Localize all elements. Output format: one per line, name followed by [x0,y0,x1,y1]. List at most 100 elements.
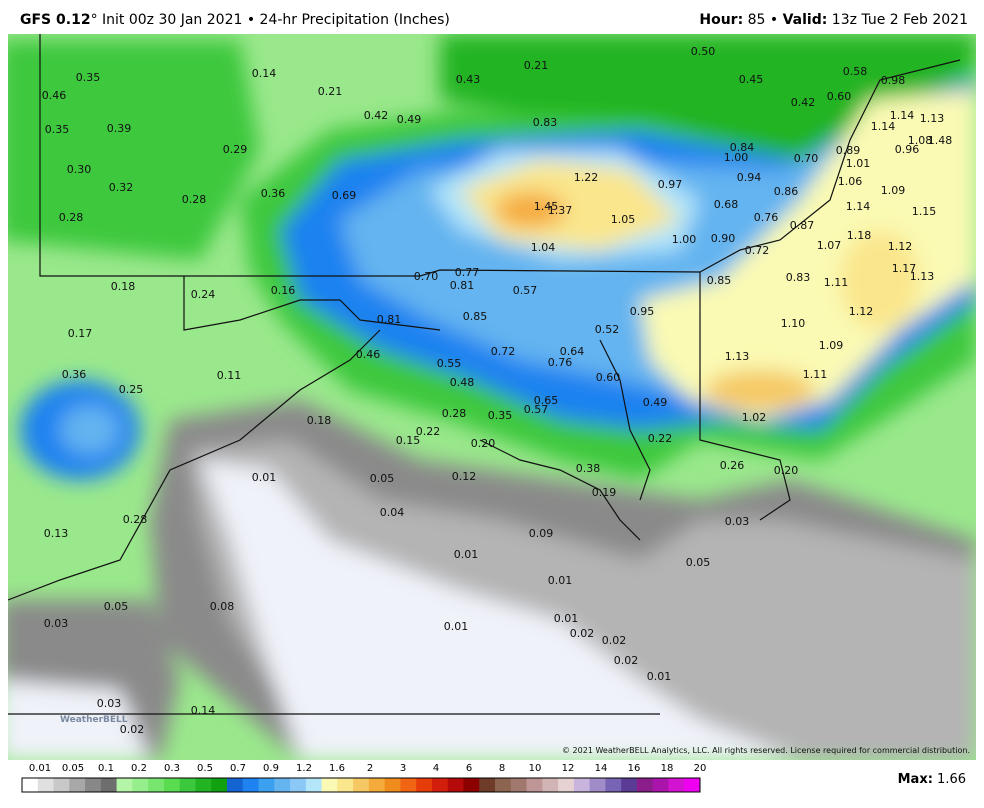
value-label: 1.06 [838,175,863,188]
value-label: 0.03 [97,697,122,710]
colorbar-tick-label: 8 [499,763,505,774]
value-label: 1.07 [817,239,842,252]
value-label: 0.48 [450,376,475,389]
value-label: 1.11 [803,368,828,381]
value-label: 0.21 [524,59,549,72]
colorbar-swatch [605,778,622,792]
colorbar-swatch [589,778,606,792]
value-label: 1.17 [892,262,917,275]
colorbar-swatch [242,778,260,792]
colorbar-tick-label: 0.1 [98,763,114,774]
colorbar-tick-label: 3 [400,763,406,774]
value-label: 0.87 [790,219,815,232]
value-label: 0.19 [592,486,617,499]
value-label: 0.05 [370,472,395,485]
value-label: 0.50 [691,45,716,58]
colorbar-swatch [290,778,307,792]
colorbar-swatch [100,778,118,792]
value-label: 1.00 [724,151,749,164]
value-label: 0.58 [843,65,868,78]
colorbar-swatch [463,778,480,792]
value-label: 1.08 [908,134,933,147]
copyright: © 2021 WeatherBELL Analytics, LLC. All r… [562,746,970,755]
colorbar-swatch [274,778,291,792]
value-label: 0.97 [658,178,683,191]
value-label: 0.39 [107,122,132,135]
value-label: 0.03 [44,617,69,630]
colorbar-swatch [668,778,685,792]
colorbar-swatch [479,778,496,792]
value-label: 0.22 [648,432,673,445]
value-label: 0.98 [881,74,906,87]
value-label: 0.24 [191,288,216,301]
value-label: 1.14 [846,200,871,213]
value-label: 0.36 [261,187,286,200]
max-value: 1.66 [932,772,966,787]
footer: Max: 1.66 [898,772,966,787]
colorbar-swatch [179,778,196,792]
colorbar-tick-label: 0.5 [197,763,213,774]
value-label: 1.14 [890,109,915,122]
value-label: 0.43 [456,73,481,86]
value-label: 0.20 [471,437,496,450]
colorbar-tick-label: 0.2 [131,763,147,774]
value-label: 0.05 [686,556,711,569]
value-label: 1.11 [824,276,849,289]
colorbar-tick-label: 0.01 [29,763,51,774]
value-label: 0.68 [714,198,739,211]
value-label: 1.09 [881,184,906,197]
hour-value: 85 • [743,12,783,28]
value-label: 0.72 [491,345,516,358]
colorbar-tick-label: 12 [562,763,575,774]
value-label: 0.45 [739,73,764,86]
degree: ° [90,12,98,28]
value-label: 0.09 [529,527,554,540]
value-label: 0.49 [397,113,422,126]
colorbar-swatch [337,778,354,792]
value-label: 0.65 [534,394,559,407]
colorbar-swatch [163,778,181,792]
value-label: 0.01 [548,574,573,587]
value-label: 1.45 [534,200,559,213]
logo: WeatherBELL [60,715,128,725]
colorbar-tick-label: 0.7 [230,763,246,774]
value-label: 1.00 [672,233,697,246]
hour-label: Hour: [699,12,744,28]
value-label: 0.94 [737,171,762,184]
value-label: 0.89 [836,144,861,157]
colorbar-swatch [400,778,417,792]
value-label: 1.10 [781,317,806,330]
value-label: 1.04 [531,241,556,254]
colorbar-swatch [510,778,528,792]
colorbar-swatch [132,778,149,792]
colorbar-swatch [542,778,559,792]
value-label: 0.85 [707,274,732,287]
value-label: 0.18 [307,414,332,427]
value-label: 0.21 [318,85,343,98]
colorbar-swatch [447,778,464,792]
header-left: GFS 0.12° Init 00z 30 Jan 2021 • 24-hr P… [20,12,450,28]
colorbar-swatch [558,778,575,792]
colorbar-swatch [526,778,543,792]
value-label: 0.30 [67,163,92,176]
colorbar-swatch [69,778,86,792]
value-label: 0.46 [356,348,381,361]
colorbar-swatch [195,778,212,792]
value-label: 0.46 [42,89,67,102]
value-label: 0.83 [786,271,811,284]
value-label: 0.02 [120,723,145,736]
value-label: 1.12 [888,240,913,253]
colorbar-tick-label: 18 [661,763,674,774]
colorbar-tick-label: 4 [433,763,439,774]
value-label: 0.70 [414,270,439,283]
value-label: 1.13 [725,350,750,363]
model: GFS 0.12 [20,12,91,28]
value-label: 0.42 [791,96,816,109]
value-label: 1.12 [849,305,874,318]
colorbar-tick-label: 0.3 [164,763,180,774]
value-label: 0.20 [774,464,799,477]
value-label: 0.38 [576,462,601,475]
value-label: 0.02 [570,627,595,640]
colorbar-swatch [368,778,386,792]
